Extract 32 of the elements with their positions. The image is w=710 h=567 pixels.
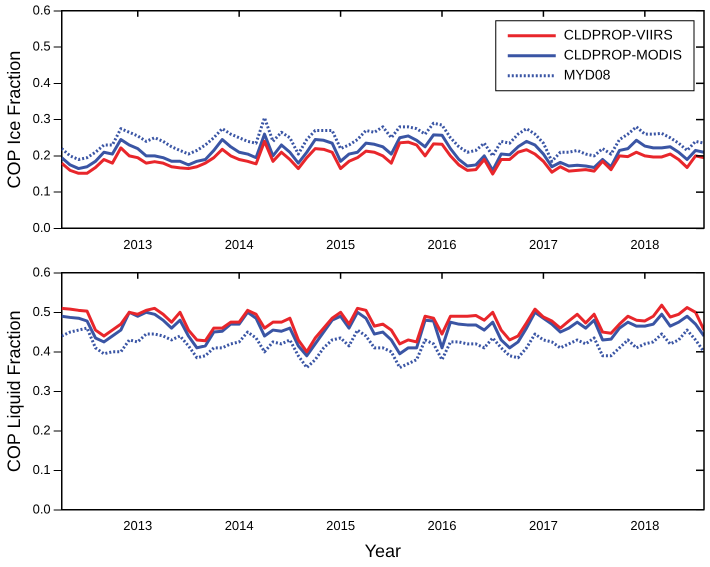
x-tick-label: 2017 <box>528 518 558 534</box>
y-tick-label: 0.3 <box>32 382 51 398</box>
x-tick-label: 2018 <box>630 518 660 534</box>
y-tick-label: 0.0 <box>32 220 51 235</box>
y-tick-label: 0.1 <box>32 184 51 199</box>
y-tick-label: 0.0 <box>32 501 51 516</box>
y-tick-label: 0.6 <box>32 264 51 280</box>
x-tick-label: 2015 <box>326 236 356 252</box>
y-tick-label: 0.5 <box>32 304 51 319</box>
y-tick-label: 0.5 <box>32 38 51 54</box>
x-tick-label: 2016 <box>428 518 456 534</box>
legend-label: CLDPROP-VIIRS <box>564 26 673 43</box>
y-tick-label: 0.1 <box>32 462 51 477</box>
x-tick-label: 2017 <box>528 236 558 252</box>
x-tick-label: 2018 <box>630 236 660 252</box>
y-axis-title: COP Ice Fraction <box>4 50 24 188</box>
y-tick-label: 0.6 <box>32 2 51 18</box>
x-tick-label: 2015 <box>326 518 356 534</box>
y-tick-label: 0.4 <box>32 74 51 90</box>
x-tick-label: 2013 <box>123 518 152 534</box>
y-tick-label: 0.2 <box>32 422 51 438</box>
y-tick-label: 0.2 <box>32 147 51 162</box>
legend-label: CLDPROP-MODIS <box>564 46 682 63</box>
y-tick-label: 0.3 <box>32 111 51 126</box>
legend-label: MYD08 <box>564 66 611 83</box>
x-axis-title: Year <box>364 541 402 562</box>
x-tick-label: 2014 <box>224 236 254 252</box>
x-tick-label: 2013 <box>123 236 152 252</box>
x-tick-label: 2016 <box>428 236 456 252</box>
y-tick-label: 0.4 <box>32 343 51 358</box>
y-axis-title: COP Liquid Fraction <box>4 310 24 472</box>
x-tick-label: 2014 <box>224 518 254 534</box>
